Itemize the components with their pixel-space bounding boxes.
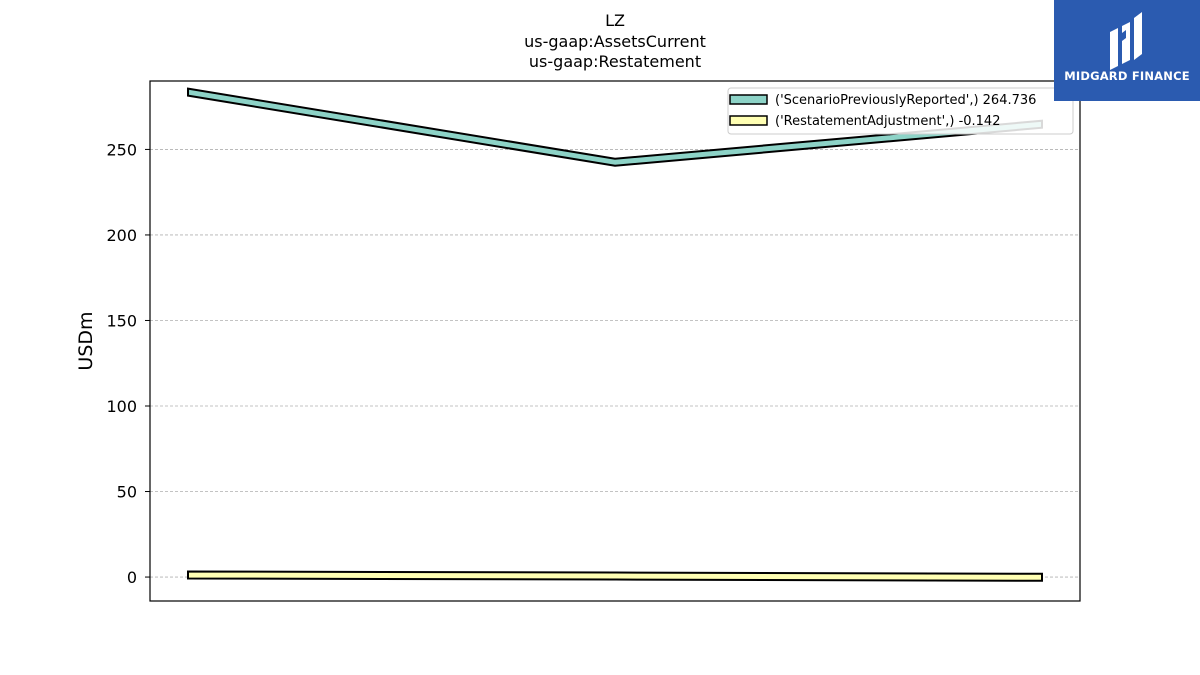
brand-logo: MIDGARD FINANCE: [1054, 0, 1200, 101]
chart-subtitle-axis: us-gaap:Restatement: [528, 52, 702, 71]
legend-label-1: ('ScenarioPreviouslyReported',) 264.736: [775, 93, 1036, 108]
legend-swatch-1: [729, 94, 768, 105]
y-axis-label: USDm: [75, 311, 97, 370]
chart-title: LZ: [605, 11, 625, 30]
plot-frame: [149, 80, 1081, 602]
logo-text: MIDGARD FINANCE: [1064, 69, 1190, 83]
series-line-2: [187, 570, 1043, 582]
y-tick-label: 150: [106, 311, 137, 330]
y-tick-label: 200: [106, 226, 137, 245]
legend-box: [727, 87, 1074, 135]
legend-swatch-2: [729, 115, 768, 126]
y-tick-label: 100: [106, 397, 137, 416]
midgard-logo-icon: [1110, 12, 1142, 70]
y-tick-label: 50: [117, 483, 137, 502]
y-tick-label: 250: [106, 140, 137, 159]
legend-label-2: ('RestatementAdjustment',) -0.142: [775, 114, 1000, 129]
chart-subtitle-concept: us-gaap:AssetsCurrent: [524, 32, 706, 51]
y-tick-label: 0: [127, 568, 137, 587]
